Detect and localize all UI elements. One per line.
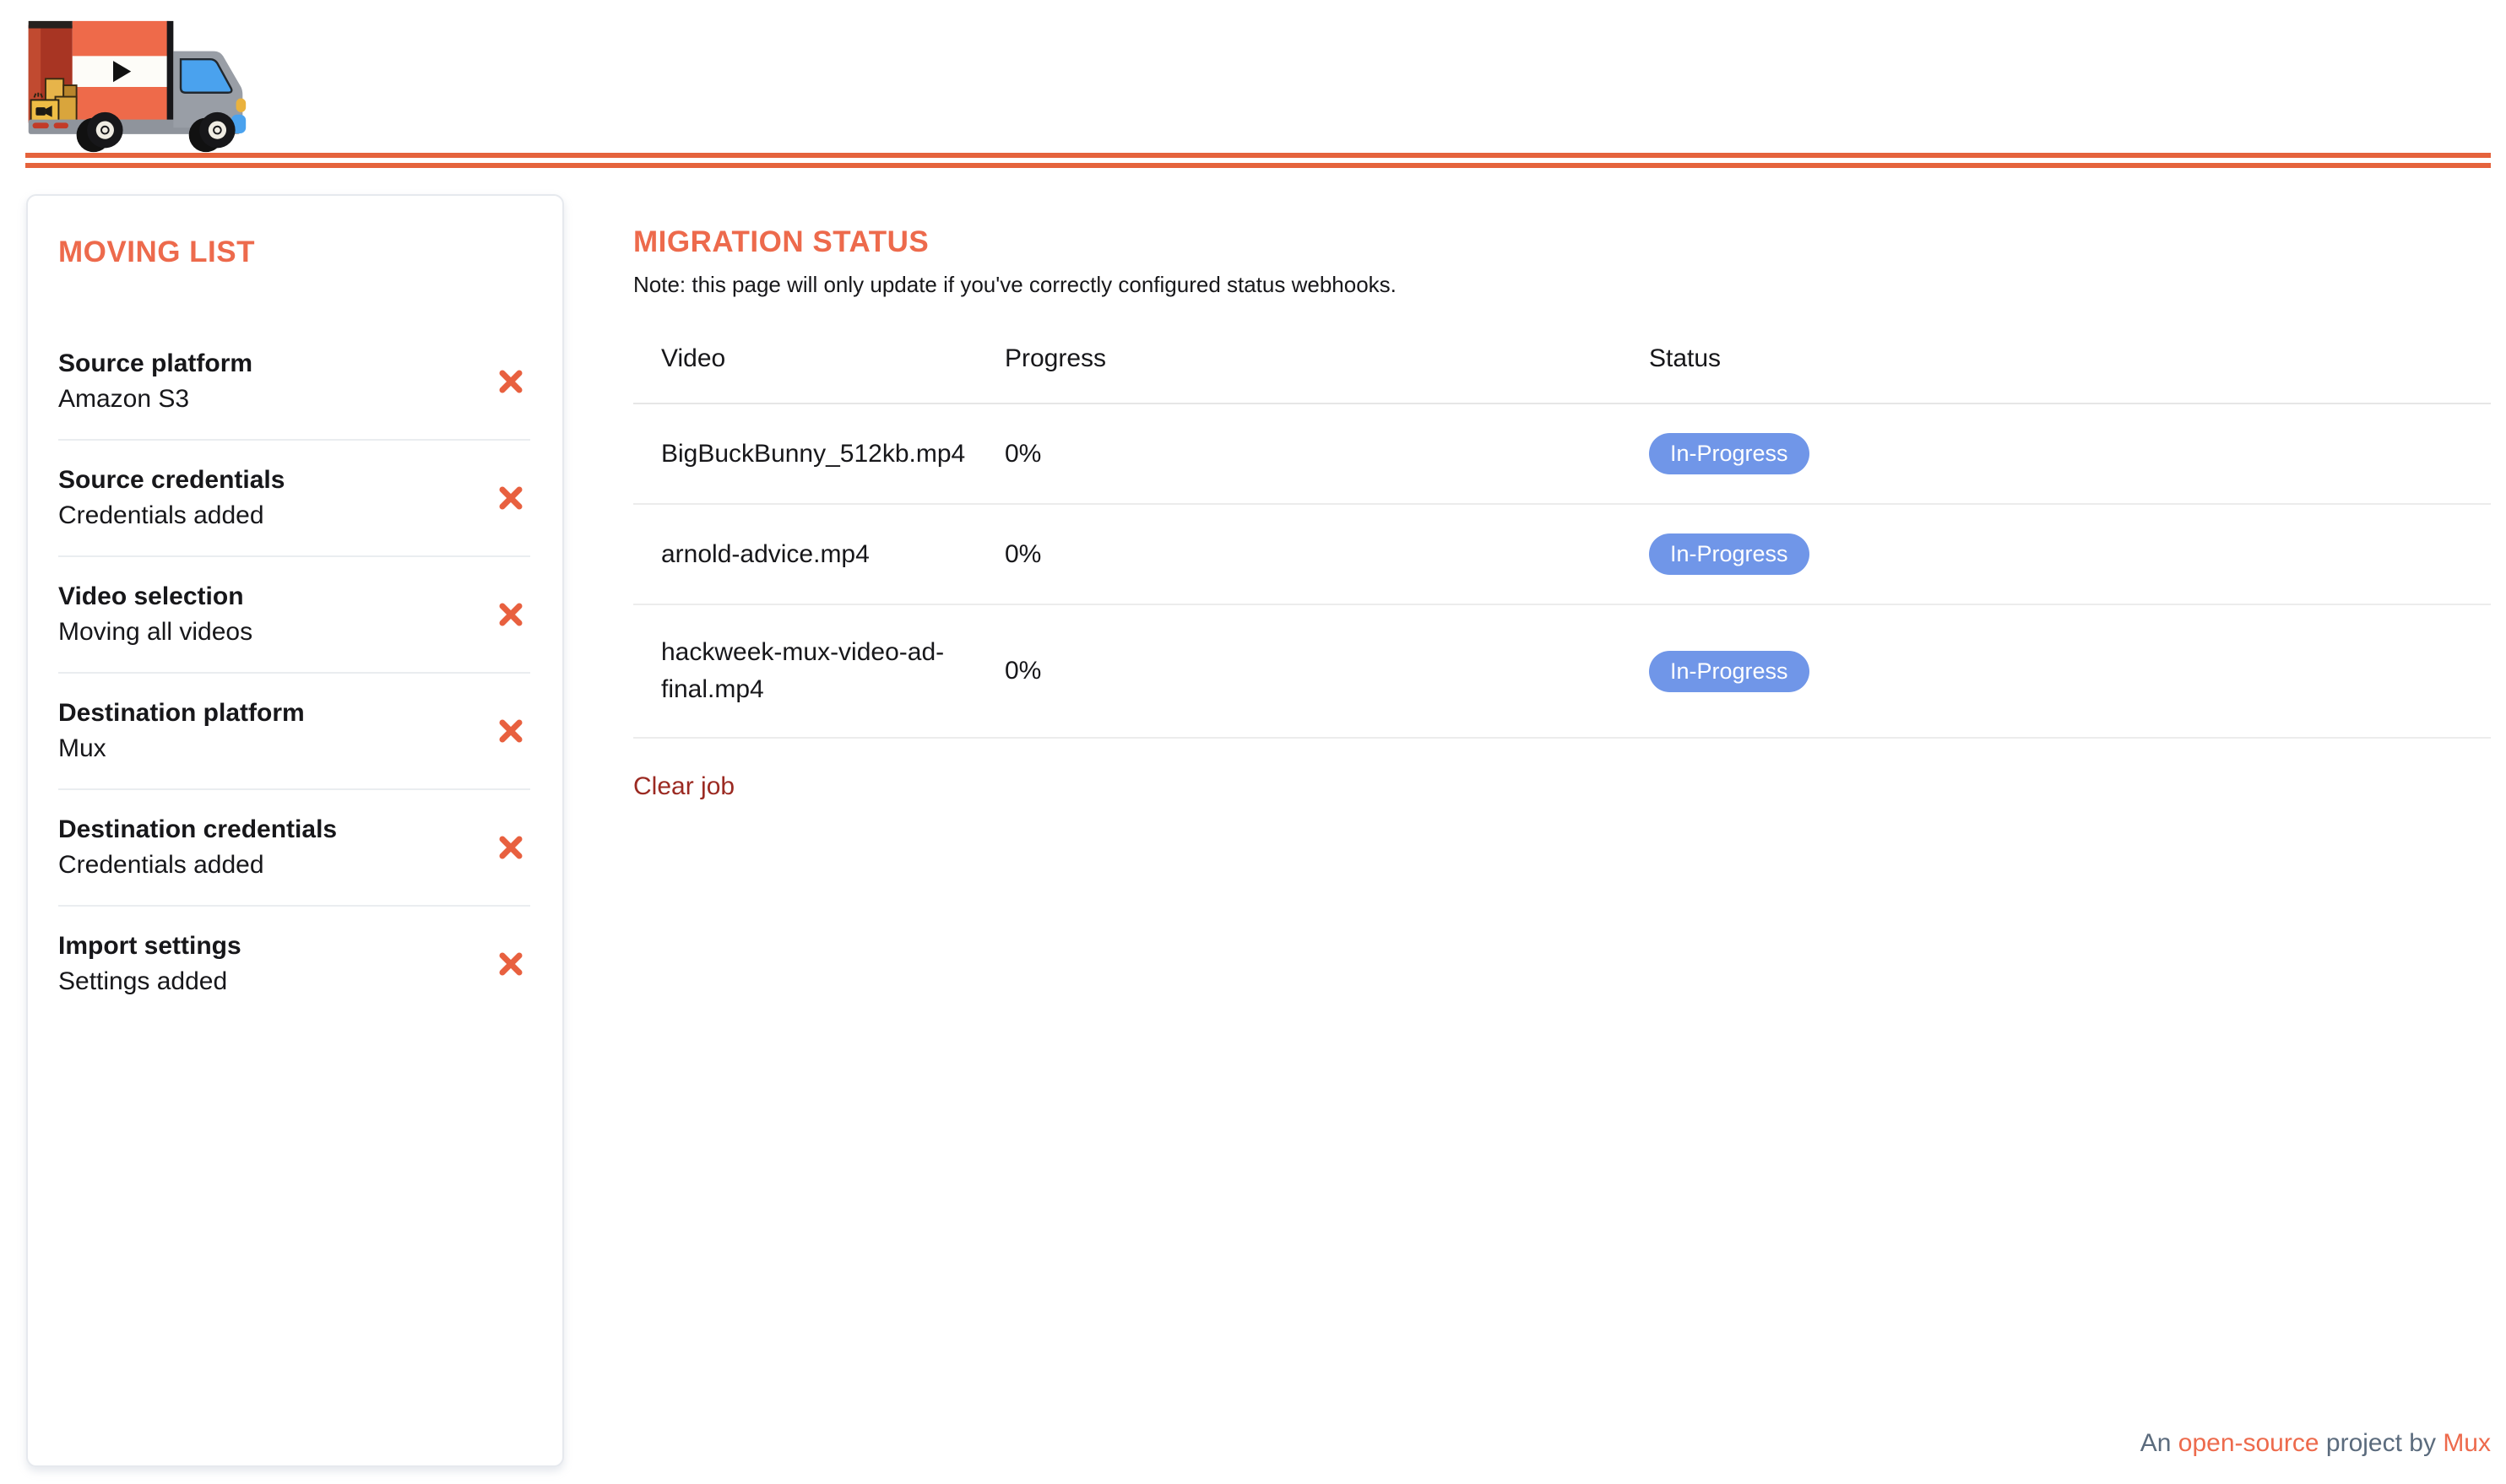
table-row: hackweek-mux-video-ad-final.mp4 0% In-Pr… <box>633 605 2491 739</box>
moving-list-item-source-credentials: Source credentials Credentials added <box>58 441 530 557</box>
moving-list-panel: MOVING LIST Source platform Amazon S3 So… <box>26 194 564 1467</box>
item-value: Mux <box>58 734 106 762</box>
moving-list-title: MOVING LIST <box>58 236 255 268</box>
moving-truck-with-play-button-icon <box>28 20 247 153</box>
remove-item-button[interactable] <box>496 717 525 745</box>
column-header-status: Status <box>1649 344 1722 372</box>
moving-list-item-video-selection: Video selection Moving all videos <box>58 557 530 674</box>
mux-link[interactable]: Mux <box>2443 1429 2491 1457</box>
video-filename: hackweek-mux-video-ad-final.mp4 <box>661 638 945 703</box>
status-badge: In-Progress <box>1649 533 1809 575</box>
remove-item-button[interactable] <box>496 950 525 978</box>
status-badge: In-Progress <box>1649 650 1809 692</box>
footer-text: An <box>2140 1429 2172 1457</box>
item-label: Destination credentials <box>58 815 338 843</box>
item-value: Settings added <box>58 967 228 995</box>
item-label: Destination platform <box>58 699 305 727</box>
open-source-link[interactable]: open-source <box>2178 1429 2319 1457</box>
video-filename: arnold-advice.mp4 <box>661 539 870 568</box>
remove-item-button[interactable] <box>496 600 525 629</box>
migration-table: Video Progress Status BigBuckBunny_512kb… <box>633 335 2491 739</box>
item-label: Import settings <box>58 932 241 960</box>
item-value: Moving all videos <box>58 618 253 646</box>
road-line-top <box>25 153 2491 158</box>
migration-status-section: MIGRATION STATUS Note: this page will on… <box>633 225 2491 801</box>
x-icon <box>499 603 523 626</box>
progress-value: 0% <box>1005 539 1042 568</box>
status-badge: In-Progress <box>1649 433 1809 474</box>
column-header-video: Video <box>661 344 726 372</box>
x-icon <box>499 486 523 510</box>
remove-item-button[interactable] <box>496 367 525 396</box>
footer-credit: An open-source project by Mux <box>2140 1428 2491 1459</box>
moving-list-item-destination-credentials: Destination credentials Credentials adde… <box>58 790 530 907</box>
x-icon <box>499 719 523 743</box>
item-value: Amazon S3 <box>58 385 190 413</box>
webhooks-note: Note: this page will only update if you'… <box>633 272 1397 297</box>
clear-job-button[interactable]: Clear job <box>633 772 735 800</box>
x-icon <box>499 370 523 393</box>
remove-item-button[interactable] <box>496 833 525 862</box>
x-icon <box>499 952 523 976</box>
progress-value: 0% <box>1005 439 1042 468</box>
item-label: Video selection <box>58 582 244 610</box>
road-line-bottom <box>25 163 2491 168</box>
moving-list-item-destination-platform: Destination platform Mux <box>58 674 530 790</box>
item-value: Credentials added <box>58 501 264 529</box>
item-label: Source credentials <box>58 466 285 494</box>
table-header-row: Video Progress Status <box>633 335 2491 404</box>
x-icon <box>499 836 523 859</box>
footer-text: project by <box>2325 1429 2436 1457</box>
table-row: BigBuckBunny_512kb.mp4 0% In-Progress <box>633 404 2491 505</box>
item-label: Source platform <box>58 349 253 377</box>
moving-list-item-import-settings: Import settings Settings added <box>58 907 530 1021</box>
column-header-progress: Progress <box>1005 344 1107 372</box>
progress-value: 0% <box>1005 657 1042 685</box>
item-value: Credentials added <box>58 851 264 879</box>
migration-status-title: MIGRATION STATUS <box>633 225 930 258</box>
remove-item-button[interactable] <box>496 484 525 512</box>
video-filename: BigBuckBunny_512kb.mp4 <box>661 439 966 468</box>
table-row: arnold-advice.mp4 0% In-Progress <box>633 505 2491 605</box>
moving-list-item-source-platform: Source platform Amazon S3 <box>58 324 530 441</box>
